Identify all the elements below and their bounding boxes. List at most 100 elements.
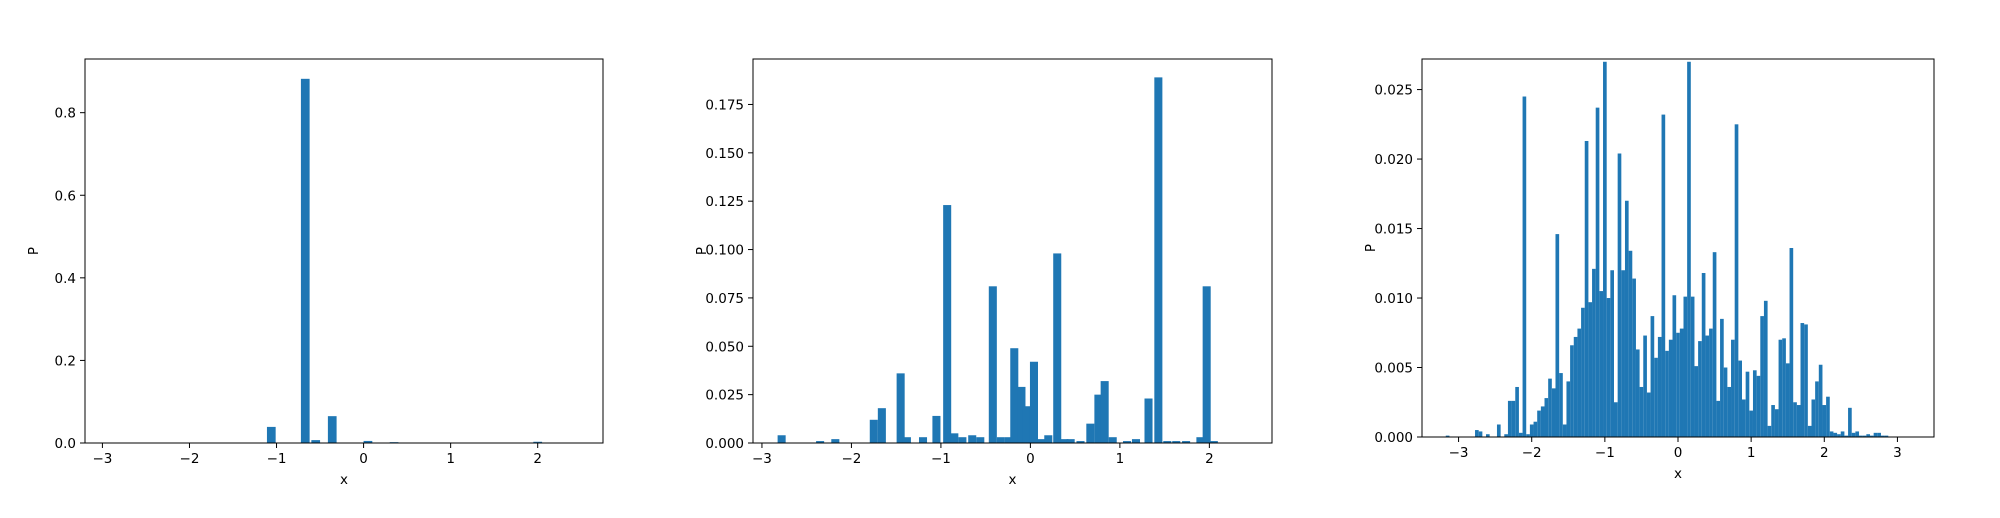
chart-panel-1: −3 −2 −1 0 1 2 0.0 0.2 0.4 0.6 0.8 x P	[26, 58, 604, 488]
x-tick-label: −3	[92, 451, 112, 467]
bar	[1760, 316, 1764, 437]
bar	[1800, 323, 1805, 437]
bar	[1486, 434, 1490, 437]
bar	[1086, 423, 1095, 443]
bar	[1829, 431, 1834, 437]
bar	[1163, 441, 1172, 443]
bar	[1632, 278, 1636, 437]
bar	[1639, 386, 1644, 437]
x-tick-label: −3	[752, 451, 772, 467]
x-tick-label: 3	[1893, 445, 1902, 461]
y-tick-label: 0.175	[705, 97, 744, 113]
y-tick-label: 0.025	[705, 388, 744, 404]
bar	[1540, 406, 1545, 437]
y-tick-label: 0.075	[705, 291, 744, 307]
bar	[1053, 253, 1062, 443]
x-tick-label: −2	[841, 451, 861, 467]
bar	[1833, 432, 1838, 437]
axes-frame	[752, 58, 1273, 444]
bar	[1643, 335, 1647, 437]
bar	[1029, 361, 1038, 443]
bar	[300, 78, 310, 443]
x-tick-label: −2	[180, 451, 200, 467]
bar	[1789, 248, 1794, 437]
bar	[1679, 328, 1684, 437]
bar	[1060, 439, 1069, 443]
bar	[777, 435, 786, 443]
y-tick-label: 0.0	[55, 436, 76, 452]
x-axis-label: x	[1009, 472, 1017, 488]
bar	[1182, 441, 1191, 443]
bar	[1154, 77, 1163, 443]
x-tick-label: 2	[1205, 451, 1214, 467]
bar	[1478, 431, 1483, 437]
bar	[1196, 437, 1205, 443]
bar	[950, 433, 959, 443]
x-tick-label: 1	[446, 451, 455, 467]
bar	[943, 205, 952, 443]
bar	[1767, 425, 1772, 437]
bar	[1866, 434, 1870, 437]
bar	[1880, 435, 1885, 437]
bar	[1577, 328, 1582, 437]
bar	[1807, 425, 1812, 437]
x-tick-label: 0	[1674, 445, 1683, 461]
bar	[1870, 435, 1874, 437]
bar	[1738, 360, 1742, 437]
y-tick-label: 0.025	[1374, 83, 1413, 99]
bar	[1108, 437, 1117, 443]
bar	[1504, 434, 1508, 437]
bar	[1818, 364, 1823, 437]
y-tick-label: 0.2	[55, 353, 76, 369]
bar	[1851, 432, 1856, 437]
bar	[1522, 96, 1527, 438]
bar	[958, 437, 967, 443]
bar	[1749, 410, 1753, 437]
bar	[1657, 336, 1662, 437]
bar	[1811, 399, 1816, 437]
x-tick-label: 0	[1026, 451, 1035, 467]
bar	[1581, 307, 1585, 437]
bar	[311, 440, 321, 443]
bar	[1661, 114, 1666, 437]
bar	[1848, 407, 1852, 437]
y-axis-label: P	[26, 247, 42, 255]
bar	[327, 416, 337, 443]
bar	[1628, 250, 1633, 437]
bar	[1698, 341, 1702, 437]
axes-frame	[84, 58, 604, 444]
bar	[1004, 437, 1013, 443]
chart-panel-3: −3 −2 −1 0 1 2 3 0.000 0.005 0.010 0.015 0.020 0.025…	[1363, 58, 1935, 482]
x-tick-label: −2	[1522, 445, 1542, 461]
bar	[1076, 441, 1085, 443]
x-tick-label: −1	[931, 451, 951, 467]
bar	[1066, 439, 1075, 443]
bar	[1873, 432, 1878, 437]
bar	[1621, 270, 1625, 437]
y-axis-label: P	[1363, 244, 1379, 252]
bar	[869, 419, 878, 443]
bar	[1044, 435, 1053, 443]
y-axis-label: P	[694, 247, 710, 255]
bar	[1022, 406, 1031, 443]
bar	[1822, 405, 1827, 437]
bar	[1720, 318, 1724, 438]
bar	[1606, 298, 1611, 437]
bar	[1559, 373, 1563, 437]
x-tick-label: 0	[359, 451, 368, 467]
bar	[1209, 441, 1218, 443]
bar	[1815, 381, 1819, 437]
bar	[1537, 410, 1541, 437]
bar	[1592, 268, 1596, 437]
bar	[1603, 61, 1607, 437]
x-tick-label: 1	[1116, 451, 1125, 467]
bar	[1624, 200, 1629, 437]
bar	[533, 441, 543, 443]
bar	[1544, 398, 1549, 437]
bar	[877, 408, 886, 443]
bar	[1584, 140, 1589, 438]
bar	[1731, 339, 1735, 437]
bar	[1804, 324, 1808, 437]
bar	[1529, 424, 1534, 437]
